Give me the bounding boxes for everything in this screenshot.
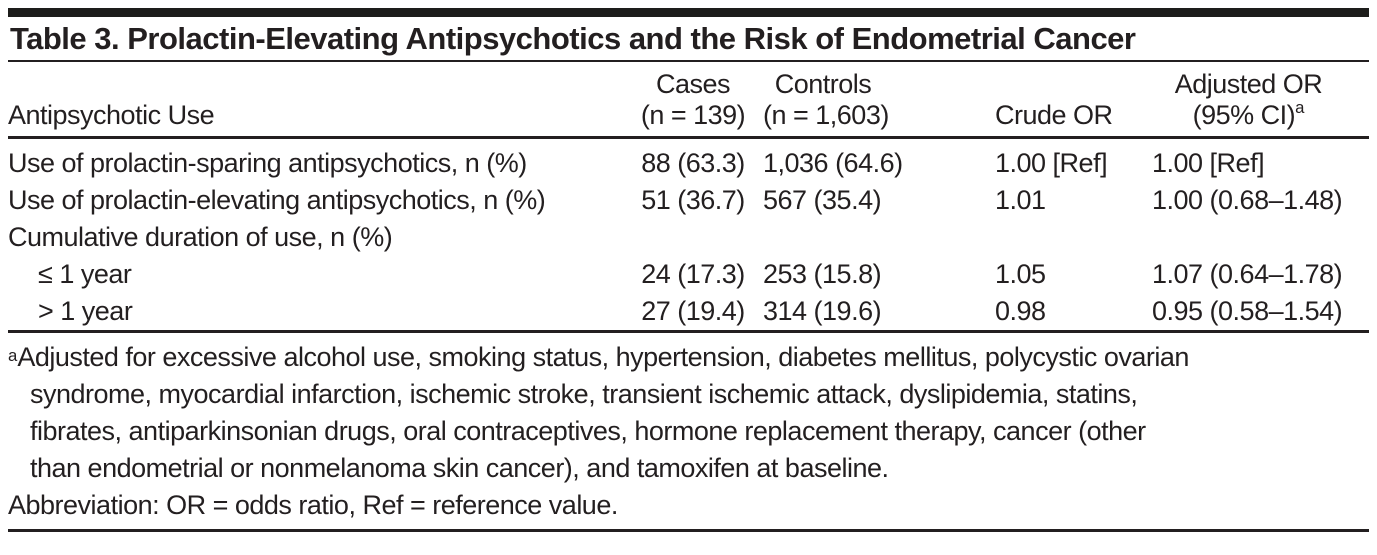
cases-cell: 27 (19.4)	[641, 295, 745, 326]
label-header-spacer	[8, 62, 623, 100]
spacer-cell	[883, 253, 973, 290]
cases-cell: 24 (17.3)	[641, 258, 745, 289]
crude-or-cell: 1.00 [Ref]	[995, 147, 1108, 178]
controls-cell: 567 (35.4)	[763, 184, 882, 215]
crude-or-cell: 1.05	[995, 258, 1046, 289]
paper-table-figure: Table 3. Prolactin-Elevating Antipsychot…	[0, 8, 1377, 555]
crude-or-cell: 0.98	[995, 295, 1046, 326]
spacer-cell	[883, 216, 973, 253]
cases-cell: 88 (63.3)	[641, 147, 745, 178]
controls-cell: 314 (19.6)	[763, 295, 882, 326]
abbreviation-note: Abbreviation: OR = odds ratio, Ref = ref…	[8, 489, 618, 520]
row-label-cell: ≤ 1 year	[38, 258, 132, 289]
footnote-a-line: fibrates, antiparkinsonian drugs, oral c…	[30, 415, 1146, 446]
header-row-1: Cases Controls Adjusted OR	[8, 62, 1369, 100]
cases-cell	[623, 216, 763, 253]
crude-or-column-header: Crude OR	[973, 100, 1128, 139]
spacer-cell	[883, 179, 973, 216]
table-row: ≤ 1 year 24 (17.3) 253 (15.8) 1.05 1.07 …	[8, 253, 1369, 290]
table-row: Use of prolactin-elevating antipsychotic…	[8, 179, 1369, 216]
row-label-cell: Use of prolactin-sparing antipsychotics,…	[8, 147, 527, 178]
spacer-cell	[883, 62, 973, 100]
adjusted-ci-header: (95% CI)a	[1128, 98, 1369, 139]
cases-column-header: Cases	[655, 69, 731, 99]
table-row: > 1 year 27 (19.4) 314 (19.6) 0.98 0.95 …	[8, 290, 1369, 327]
table-bottom-rule	[8, 329, 1369, 333]
footnotes: aAdjusted for excessive alcohol use, smo…	[8, 333, 1369, 527]
controls-column-header: Controls	[774, 69, 872, 99]
table-body: Use of prolactin-sparing antipsychotics,…	[8, 138, 1369, 327]
row-label-cell: Cumulative duration of use, n (%)	[8, 221, 393, 252]
crude-or-cell	[973, 216, 1128, 253]
crude-or-cell: 1.01	[995, 184, 1046, 215]
adjusted-or-cell: 1.00 (0.68–1.48)	[1152, 184, 1343, 215]
table-title: Table 3. Prolactin-Elevating Antipsychot…	[10, 21, 1136, 56]
header-row-2: Antipsychotic Use (n = 139) (n = 1,603) …	[8, 98, 1369, 139]
row-label-cell: Use of prolactin-elevating antipsychotic…	[8, 184, 546, 215]
cases-cell: 51 (36.7)	[641, 184, 745, 215]
figure-bottom-rule	[8, 528, 1369, 532]
footnote-a-line: aAdjusted for excessive alcohol use, smo…	[8, 339, 1369, 376]
footnote-a-line: syndrome, myocardial infarction, ischemi…	[30, 378, 1138, 409]
spacer-cell	[883, 290, 973, 327]
adjusted-or-cell: 1.07 (0.64–1.78)	[1152, 258, 1343, 289]
footnote-a-marker: a	[8, 345, 18, 365]
adjusted-or-cell: 1.00 [Ref]	[1152, 147, 1265, 178]
top-bar-rule	[8, 8, 1369, 17]
footnote-a-text: Adjusted for excessive alcohol use, smok…	[17, 341, 1189, 372]
adjusted-ci-label: (95% CI)	[1192, 100, 1296, 130]
adjusted-or-cell: 0.95 (0.58–1.54)	[1152, 295, 1343, 326]
title-rule	[8, 60, 1369, 62]
spacer-cell	[883, 100, 973, 139]
footnote-a-line: than endometrial or nonmelanoma skin can…	[30, 452, 889, 483]
controls-cell: 253 (15.8)	[763, 258, 882, 289]
controls-cell	[763, 216, 883, 253]
cases-n-header: (n = 139)	[623, 100, 763, 139]
table-row: Use of prolactin-sparing antipsychotics,…	[8, 138, 1369, 179]
adjusted-or-cell	[1128, 216, 1369, 253]
antipsychotic-use-column-header: Antipsychotic Use	[8, 100, 623, 139]
table-header: Cases Controls Adjusted OR Antipsychotic…	[8, 62, 1369, 139]
crude-or-header-spacer	[973, 62, 1128, 100]
table-row: Cumulative duration of use, n (%)	[8, 216, 1369, 253]
adjusted-or-column-header: Adjusted OR	[1174, 69, 1323, 99]
controls-n-header: (n = 1,603)	[763, 100, 889, 139]
antipsychotic-risk-table: Cases Controls Adjusted OR Antipsychotic…	[8, 62, 1369, 327]
row-label-cell: > 1 year	[38, 295, 133, 326]
footnote-a-reference: a	[1295, 98, 1305, 117]
controls-cell: 1,036 (64.6)	[763, 147, 903, 178]
